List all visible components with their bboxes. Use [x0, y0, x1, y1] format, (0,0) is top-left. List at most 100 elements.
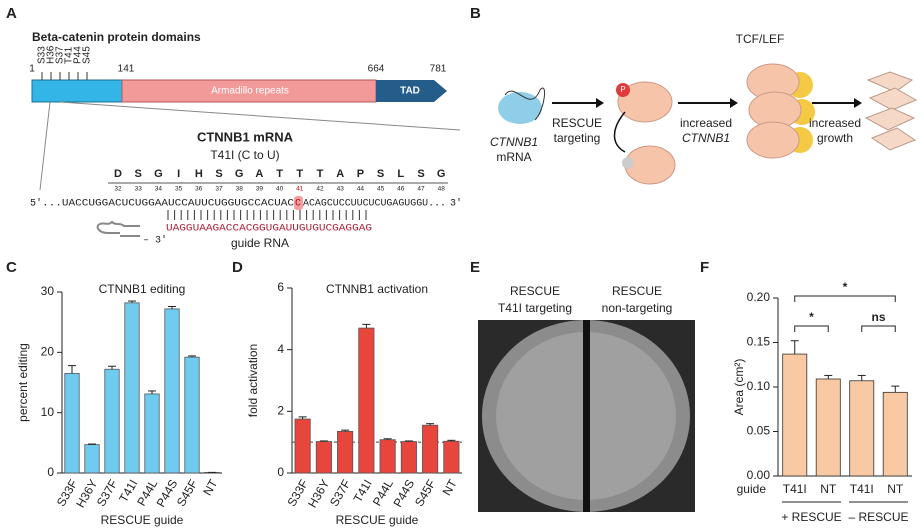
y-tick-label: 6: [277, 280, 284, 294]
domain-tad: [376, 80, 447, 102]
panel-title: Beta-catenin protein domains: [32, 30, 201, 44]
bar: [315, 441, 332, 474]
y-tick-label: 10: [41, 405, 55, 419]
codon-number: 43: [337, 186, 345, 193]
step-label: RESCUE: [552, 116, 602, 130]
significance-bracket: [794, 295, 896, 302]
guide-label: guide RNA: [231, 236, 289, 250]
protein: [617, 81, 673, 123]
mrna-strand: [504, 87, 546, 121]
edit-base: C: [295, 199, 301, 210]
x-tick-label: P44S: [154, 477, 181, 509]
panel-letter: E: [470, 259, 480, 276]
image-label: RESCUE: [510, 284, 560, 298]
bar: [358, 327, 375, 474]
position-label: 1: [29, 64, 35, 75]
arrowhead: [730, 98, 738, 108]
bar: [782, 353, 808, 477]
amino-acid: L: [397, 168, 404, 180]
x-tick-label: NT: [820, 482, 837, 496]
step-label: CTNNB1: [682, 131, 730, 145]
sequence: ...UACCUGGACUCUGGAAUCCAUUCUGGUGCCACUAC: [42, 199, 294, 210]
codon-number: 35: [175, 186, 183, 193]
y-tick-label: 0.20: [747, 290, 771, 304]
panel-letter: F: [700, 259, 709, 276]
bar: [337, 430, 354, 474]
amino-acid: S: [377, 168, 384, 180]
amino-acid: G: [154, 168, 163, 180]
bar: [184, 356, 200, 474]
phospho-label: P: [620, 85, 625, 94]
x-tick-label: S45F: [412, 477, 438, 509]
position-label: 141: [118, 64, 135, 75]
codon-number: 41: [296, 186, 304, 193]
codon-number: 45: [377, 186, 385, 193]
image-label: non-targeting: [602, 301, 673, 315]
step-label: growth: [817, 131, 853, 145]
panel-letter: A: [6, 5, 17, 22]
y-tick-label: 30: [41, 284, 55, 298]
group-label: + RESCUE: [781, 510, 841, 524]
y-tick-label: 0: [47, 465, 54, 479]
position-label: 664: [368, 64, 385, 75]
amino-acid: G: [235, 168, 244, 180]
amino-acid: D: [114, 168, 122, 180]
codon-number: 39: [256, 186, 264, 193]
chart-title: CTNNB1 editing: [99, 282, 186, 296]
chart-title: CTNNB1 activation: [326, 282, 428, 296]
position-label: 781: [430, 64, 447, 75]
x-tick-label: S45F: [174, 477, 200, 509]
bar: [882, 391, 908, 477]
bar: [84, 444, 100, 474]
step-label: increased: [809, 116, 861, 130]
bar: [104, 368, 120, 474]
panel-letter: B: [470, 5, 481, 22]
y-tick-label: 0: [277, 465, 284, 479]
mutation: T41I (C to U): [210, 148, 279, 162]
panel-letter: C: [6, 259, 17, 276]
significance-label: *: [843, 280, 848, 294]
x-tick-label: S37F: [327, 477, 353, 509]
domain-label: TAD: [400, 86, 420, 97]
amino-acid: I: [177, 168, 180, 180]
x-axis-label: RESCUE guide: [336, 513, 419, 527]
arrow: [613, 111, 626, 153]
codon-number: 36: [195, 186, 203, 193]
y-tick-label: 20: [41, 345, 55, 359]
site-label: S45: [82, 46, 93, 64]
bar: [164, 308, 180, 474]
codon-number: 44: [357, 186, 365, 193]
bar: [124, 302, 140, 474]
codon-number: 32: [114, 186, 122, 193]
bar: [294, 418, 311, 474]
factor-label: TCF/LEF: [736, 32, 785, 46]
x-tick-label: H36Y: [73, 477, 100, 510]
y-tick-label: 0.05: [747, 424, 771, 438]
x-tick-label: S37F: [94, 477, 120, 509]
y-tick-label: 0.00: [747, 468, 771, 482]
codon-number: 46: [397, 186, 405, 193]
group-label: – RESCUE: [848, 510, 908, 524]
y-tick-label: 0.10: [747, 379, 771, 393]
bar: [379, 439, 396, 474]
bar: [400, 441, 417, 474]
codon-number: 34: [155, 186, 163, 193]
bar: [849, 380, 875, 477]
y-axis-label: percent editing: [16, 343, 30, 422]
sequence: ACAGCUCCUUCUCUGAGUGGU...: [303, 199, 446, 210]
site-label: T41: [64, 46, 75, 64]
site-label: S37: [55, 46, 66, 64]
step-label: targeting: [554, 131, 601, 145]
codon-number: 42: [316, 186, 324, 193]
mrna-label: CTNNB1: [490, 135, 538, 149]
codon-number: 33: [135, 186, 143, 193]
y-axis-label: Area (cm²): [732, 359, 746, 416]
site-label: P44: [73, 46, 84, 64]
bar: [144, 393, 160, 474]
image-label: T41I targeting: [498, 301, 572, 315]
y-tick-label: 2: [277, 404, 284, 418]
codon-number: 47: [417, 186, 425, 193]
hairpin: [96, 220, 140, 237]
domain-nterm: [31, 79, 123, 103]
x-row-label: guide: [737, 482, 767, 496]
